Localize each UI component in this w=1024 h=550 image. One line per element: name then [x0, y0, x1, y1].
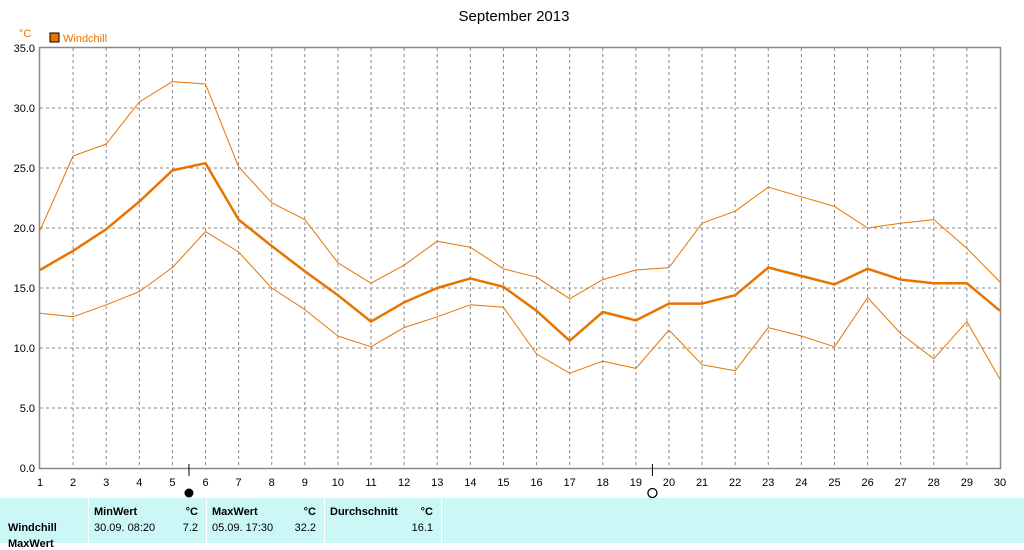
- stats-min-col: MinWert °C 30.09. 08:20 7.2: [89, 498, 207, 543]
- full-moon-icon: [647, 487, 658, 498]
- series-layer: [39, 81, 1001, 380]
- x-tick-label: 18: [597, 477, 609, 489]
- x-tick-label: 30: [994, 477, 1006, 489]
- avg-value: 16.1: [411, 522, 433, 534]
- x-tick-label: 27: [895, 477, 907, 489]
- x-tick-label: 15: [497, 477, 509, 489]
- y-tick-label: 25.0: [14, 163, 35, 175]
- x-tick-label: 23: [762, 477, 774, 489]
- y-tick-label: 15.0: [14, 283, 35, 295]
- max-header: MaxWert: [212, 506, 258, 518]
- y-tick-label: 0.0: [20, 463, 35, 475]
- x-tick-label: 3: [103, 477, 109, 489]
- x-tick-label: 25: [828, 477, 840, 489]
- x-tick-label: 5: [169, 477, 175, 489]
- stats-table: Windchill MaxWert MinWert °C 30.09. 08:2…: [0, 498, 1024, 550]
- x-tick-label: 20: [663, 477, 675, 489]
- series-min-line: [39, 231, 1001, 380]
- avg-header: Durchschnitt: [330, 506, 398, 518]
- min-value: 7.2: [182, 522, 198, 534]
- stats-label-col: Windchill MaxWert: [0, 498, 89, 550]
- y-tick-label: 30.0: [14, 103, 35, 115]
- x-tick-label: 28: [928, 477, 940, 489]
- y-tick-label: 5.0: [20, 403, 35, 415]
- series-max-line: [39, 81, 1001, 300]
- x-tick-label: 24: [795, 477, 807, 489]
- max-time: 05.09. 17:30: [212, 522, 274, 534]
- y-tick-label: 20.0: [14, 223, 35, 235]
- x-tick-label: 11: [365, 477, 376, 489]
- x-tick-label: 1: [37, 477, 43, 489]
- stats-row2-label: MaxWert: [8, 538, 54, 550]
- x-tick-label: 6: [202, 477, 208, 489]
- x-tick-label: 22: [729, 477, 741, 489]
- avg-unit: °C: [420, 506, 433, 518]
- series-avg-line: [39, 161, 1001, 343]
- x-tick-label: 9: [302, 477, 308, 489]
- new-moon-icon: [184, 488, 194, 498]
- x-tick-label: 10: [332, 477, 344, 489]
- x-tick-label: 14: [464, 477, 476, 489]
- max-unit: °C: [303, 506, 316, 518]
- min-unit: °C: [185, 506, 198, 518]
- legend-swatch: [49, 32, 60, 43]
- x-tick-label: 19: [630, 477, 642, 489]
- x-tick-label: 29: [961, 477, 973, 489]
- x-tick-label: 13: [431, 477, 443, 489]
- plot-frame: [38, 46, 1002, 470]
- x-tick-label: 26: [861, 477, 873, 489]
- x-tick-label: 21: [696, 477, 708, 489]
- y-tick-label: 10.0: [14, 343, 35, 355]
- min-header: MinWert: [94, 506, 138, 518]
- y-axis: 0.0 5.0 10.0 15.0 20.0 25.0 30.0 35.0: [14, 43, 35, 475]
- moon-markers: [184, 464, 658, 498]
- grid-layer: [40, 48, 1000, 468]
- y-tick-label: 35.0: [14, 43, 35, 55]
- stats-max-col: MaxWert °C 05.09. 17:30 32.2: [207, 498, 325, 543]
- x-axis: 1 2 3 4 5 6 7 8 9 10 11 12 13 14 15 16 17 18 19 20 21 22 23 24 2…: [37, 477, 1006, 489]
- x-tick-label: 2: [70, 477, 76, 489]
- stats-avg-col: Durchschnitt °C 16.1: [325, 498, 442, 543]
- legend-label: Windchill: [63, 33, 107, 45]
- x-tick-label: 8: [269, 477, 275, 489]
- x-tick-label: 12: [398, 477, 410, 489]
- chart: September 2013 °C Windchill 0.05.010.015…: [14, 8, 1006, 498]
- x-tick-label: 7: [236, 477, 242, 489]
- min-time: 30.09. 08:20: [94, 522, 156, 534]
- chart-title: September 2013: [459, 8, 570, 25]
- max-value: 32.2: [294, 522, 316, 534]
- x-tick-label: 4: [136, 477, 142, 489]
- stats-row-label: Windchill: [8, 522, 57, 534]
- y-unit-label: °C: [19, 28, 31, 40]
- x-tick-label: 17: [564, 477, 576, 489]
- x-tick-label: 16: [530, 477, 542, 489]
